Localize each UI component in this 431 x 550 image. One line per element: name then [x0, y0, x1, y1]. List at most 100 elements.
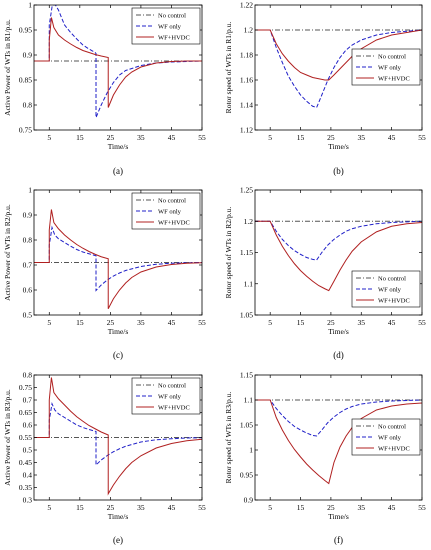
x-tick-label: 35: [137, 133, 145, 142]
x-tick-label: 15: [297, 318, 305, 327]
legend-entry: WF only: [158, 23, 182, 30]
y-tick-label: 1.1: [244, 279, 254, 288]
series-line-wf-hvdc: [34, 17, 202, 108]
y-tick-label: 0.8: [23, 101, 33, 110]
series-line-wf-hvdc: [255, 29, 422, 81]
x-tick-label: 15: [76, 318, 84, 327]
plot-frame: [33, 4, 203, 131]
plot-frame: [254, 374, 423, 501]
x-tick-label: 55: [198, 318, 206, 327]
series-line-wf-hvdc: [34, 209, 202, 309]
x-tick-label: 55: [418, 318, 426, 327]
panel-caption: (f): [334, 535, 343, 545]
y-tick-label: 0.6: [23, 421, 33, 430]
chart-panel-1: 5 15 25 35 45 55 0.75 0.8 0.85 0.9 0.95 1 Time/s Acti…: [3, 1, 206, 176]
chart-panel-6: 5 15 25 35 45 55 0.9 0.95 1 1.05 1.1 1.15 Time/s Roto…: [224, 371, 426, 545]
y-tick-label: 1.05: [240, 421, 253, 430]
y-axis-label: Rotor speed of WTs in R3/p.u.: [224, 392, 233, 484]
panel-caption: (e): [113, 535, 123, 545]
y-axis-label: Active Power of WTs in R2/p.u.: [3, 204, 12, 301]
panel-caption: (c): [113, 350, 123, 360]
x-tick-label: 5: [47, 503, 51, 512]
series-line-wf-only: [34, 225, 202, 292]
legend-entry: WF+HVDC: [158, 404, 190, 411]
y-tick-label: 0.35: [19, 483, 32, 492]
y-tick-label: 1.15: [240, 371, 253, 380]
legend-entry: No control: [158, 197, 186, 204]
y-tick-label: 0.5: [23, 311, 33, 320]
x-tick-label: 45: [388, 503, 396, 512]
x-axis-label: Time/s: [328, 327, 349, 336]
series-line-wf-only: [255, 220, 422, 261]
y-tick-label: 1.14: [240, 101, 253, 110]
y-tick-label: 0.45: [19, 458, 32, 467]
legend-entry: No control: [158, 382, 186, 389]
chart-panel-5: 5 15 25 35 45 55 0.3 0.35 0.4 0.45 0.5 0.55 0.6 0.65 0…: [3, 371, 206, 545]
x-tick-label: 45: [388, 133, 396, 142]
x-axis-label: Time/s: [328, 142, 349, 151]
y-tick-label: 0.95: [240, 471, 253, 480]
y-tick-label: 1.1: [244, 396, 254, 405]
x-tick-label: 45: [168, 318, 176, 327]
x-tick-label: 35: [137, 503, 145, 512]
legend-entry: WF+HVDC: [158, 219, 190, 226]
chart-panel-2: 5 15 25 35 45 55 1.12 1.14 1.16 1.18 1.2 1.22 Time/s…: [224, 1, 426, 176]
x-tick-label: 5: [268, 503, 272, 512]
series-line-wf-hvdc: [255, 399, 422, 485]
y-tick-label: 1: [249, 446, 253, 455]
x-tick-label: 45: [168, 133, 176, 142]
plot-frame: [254, 4, 423, 131]
y-tick-label: 0.3: [23, 496, 33, 505]
y-tick-label: 0.6: [23, 286, 33, 295]
y-tick-label: 0.8: [23, 236, 33, 245]
legend-entry: No control: [378, 53, 406, 60]
x-tick-label: 55: [198, 133, 206, 142]
x-tick-label: 35: [358, 133, 366, 142]
y-tick-label: 1.05: [240, 311, 253, 320]
x-tick-label: 35: [137, 318, 145, 327]
y-tick-label: 0.9: [23, 51, 33, 60]
legend: No control WF only WF+HVDC: [131, 7, 201, 45]
x-tick-label: 25: [107, 318, 115, 327]
y-tick-label: 0.9: [23, 211, 33, 220]
y-axis-label: Active Power of WTs in R3/p.u.: [3, 389, 12, 486]
legend-entry: No control: [378, 275, 406, 282]
x-tick-label: 35: [358, 318, 366, 327]
legend: No control WF only WF+HVDC: [131, 377, 201, 415]
legend-entry: WF+HVDC: [378, 75, 410, 82]
series-line-wf-hvdc: [255, 220, 422, 292]
x-tick-label: 15: [76, 503, 84, 512]
x-tick-label: 25: [107, 503, 115, 512]
legend-entry: No control: [158, 12, 186, 19]
legend-entry: WF+HVDC: [378, 297, 410, 304]
x-axis-label: Time/s: [328, 512, 349, 521]
y-tick-label: 1.25: [240, 186, 253, 195]
panel-caption: (d): [333, 350, 344, 360]
x-tick-label: 55: [198, 503, 206, 512]
legend-entry: No control: [378, 423, 406, 430]
x-tick-label: 55: [418, 133, 426, 142]
x-axis-label: Time/s: [108, 327, 129, 336]
x-tick-label: 25: [327, 503, 335, 512]
series-line-wf-only: [255, 29, 422, 109]
x-tick-label: 45: [168, 503, 176, 512]
legend: No control WF only WF+HVDC: [131, 192, 201, 230]
x-tick-label: 15: [76, 133, 84, 142]
x-tick-label: 45: [388, 318, 396, 327]
y-axis-label: Active Power of WTs in R1/p.u.: [3, 19, 12, 116]
y-tick-label: 1.2: [244, 26, 254, 35]
x-axis-label: Time/s: [108, 512, 129, 521]
series-line-wf-only: [255, 399, 422, 437]
legend: No control WF only WF+HVDC: [351, 270, 421, 308]
y-tick-label: 1.18: [240, 51, 253, 60]
legend-entry: WF only: [378, 434, 402, 441]
panel-caption: (b): [333, 166, 344, 176]
y-axis-label: Rotor speed of WTs in R1/p.u.: [224, 22, 233, 114]
y-tick-label: 0.5: [23, 446, 33, 455]
y-tick-label: 1.22: [240, 1, 253, 10]
x-tick-label: 5: [268, 318, 272, 327]
x-tick-label: 35: [358, 503, 366, 512]
y-tick-label: 0.85: [19, 76, 32, 85]
y-tick-label: 0.65: [19, 408, 32, 417]
